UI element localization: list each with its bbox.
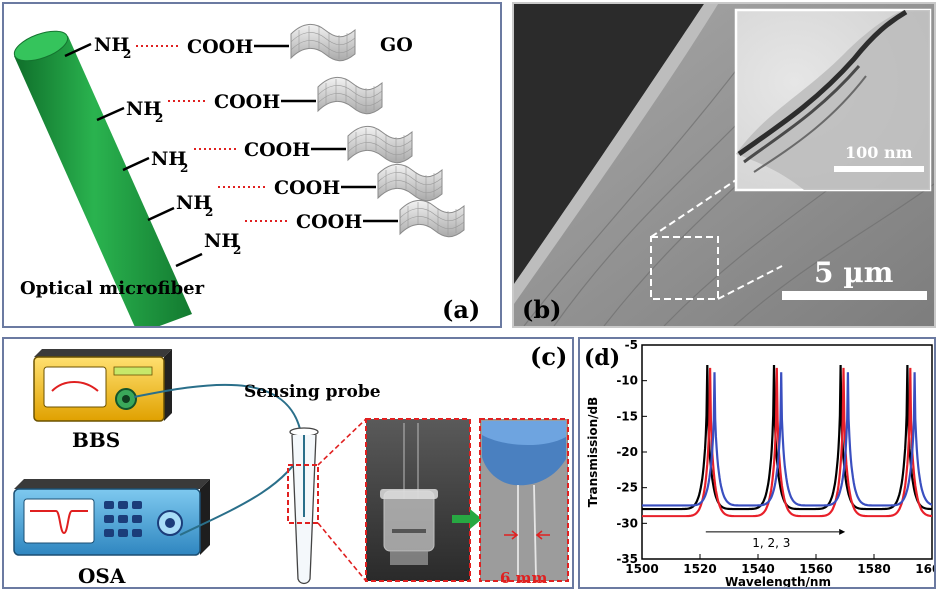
functional-row-2: NH 2 COOH (96, 76, 383, 125)
panel-d: 1500 1520 1540 1560 1580 1600 -5 -10 -15 -20 -25 -3… (578, 337, 936, 589)
y-tick-label: -30 (616, 516, 638, 530)
functional-row-1: NH 2 COOH GO (64, 23, 413, 62)
x-tick-label: 1580 (857, 562, 890, 576)
probe-label: Sensing probe (244, 382, 381, 402)
amine-label: NH (126, 98, 161, 120)
y-tick-label: -20 (616, 445, 638, 459)
annotation-arrowhead (839, 528, 846, 535)
amine-subscript: 2 (123, 47, 131, 61)
green-arrow-icon (452, 509, 482, 529)
panel-b-label: (b) (522, 295, 562, 324)
carboxyl-label: COOH (244, 139, 310, 161)
amine-subscript: 2 (233, 243, 241, 257)
amine-subscript: 2 (180, 161, 188, 175)
functionalization-schematic: NH 2 COOH GO NH 2 COOH NH 2 COOH NH 2 CO… (13, 23, 480, 326)
tick-layer: 1500 1520 1540 1560 1580 1600 -5 -10 -15 -20 -25 -3… (616, 339, 934, 576)
carboxyl-label: COOH (187, 36, 253, 58)
annotation-label: 1, 2, 3 (752, 536, 790, 550)
transmission-chart: 1500 1520 1540 1560 1580 1600 -5 -10 -15 -20 -25 -3… (584, 339, 934, 587)
x-tick-label: 1540 (741, 562, 774, 576)
x-tick-label: 1600 (915, 562, 934, 576)
fiber-label: Optical microfiber (20, 278, 205, 299)
panel-a-label: (a) (442, 295, 480, 324)
panel-c: BBS OSA Sensing probe (2, 337, 574, 589)
scale-label: 5 µm (814, 256, 893, 289)
carboxyl-label: COOH (214, 91, 280, 113)
amine-label: NH (204, 230, 239, 252)
carboxyl-label: COOH (274, 177, 340, 199)
photo-cuvette (365, 418, 471, 582)
y-tick-label: -5 (625, 339, 638, 352)
bbs-label: BBS (72, 428, 120, 452)
amine-subscript: 2 (205, 205, 213, 219)
y-tick-label: -35 (616, 552, 638, 566)
sem-micrograph: 100 nm 5 µm (b) (514, 4, 934, 326)
tem-inset: 100 nm (734, 8, 932, 192)
y-tick-label: -25 (616, 481, 638, 495)
amine-label: NH (94, 34, 129, 56)
gap-label: 6 mm (500, 569, 548, 587)
series-layer (642, 365, 932, 516)
y-tick-label: -10 (616, 374, 638, 388)
osa-device (13, 479, 210, 556)
go-label: GO (380, 34, 413, 56)
functional-row-3: NH 2 COOH (122, 125, 413, 175)
plot-area (641, 344, 933, 560)
amine-subscript: 2 (155, 111, 163, 125)
osa-label: OSA (78, 564, 126, 587)
carboxyl-label: COOH (296, 211, 362, 233)
functional-row-5: NH 2 COOH (175, 199, 465, 268)
selection-box (650, 236, 719, 300)
input-fiber (133, 383, 301, 430)
experimental-setup: BBS OSA Sensing probe (13, 342, 569, 587)
panel-c-label: (c) (530, 342, 567, 371)
photo-probe (479, 418, 569, 582)
x-tick-label: 1560 (799, 562, 832, 576)
y-axis-label: Transmission/dB (586, 397, 600, 508)
panel-d-label: (d) (584, 345, 620, 371)
panel-b: 100 nm 5 µm (b) (512, 2, 936, 328)
spectrum-series-3 (642, 372, 932, 505)
amine-label: NH (176, 192, 211, 214)
bbs-device (33, 349, 172, 422)
inset-scale-label: 100 nm (845, 143, 913, 162)
panel-a: NH 2 COOH GO NH 2 COOH NH 2 COOH NH 2 CO… (2, 2, 502, 328)
x-tick-label: 1500 (625, 562, 658, 576)
functional-row-4: NH 2 COOH (147, 163, 443, 222)
spectrum-series-2 (642, 368, 932, 516)
optical-microfiber-cylinder (13, 30, 192, 326)
scale-bar (782, 291, 927, 300)
y-tick-label: -15 (616, 409, 638, 423)
zoom-box (287, 464, 319, 524)
sensing-tube (287, 418, 367, 585)
amine-label: NH (151, 148, 186, 170)
x-tick-label: 1520 (683, 562, 716, 576)
x-axis-label: Wavelength/nm (725, 575, 831, 587)
